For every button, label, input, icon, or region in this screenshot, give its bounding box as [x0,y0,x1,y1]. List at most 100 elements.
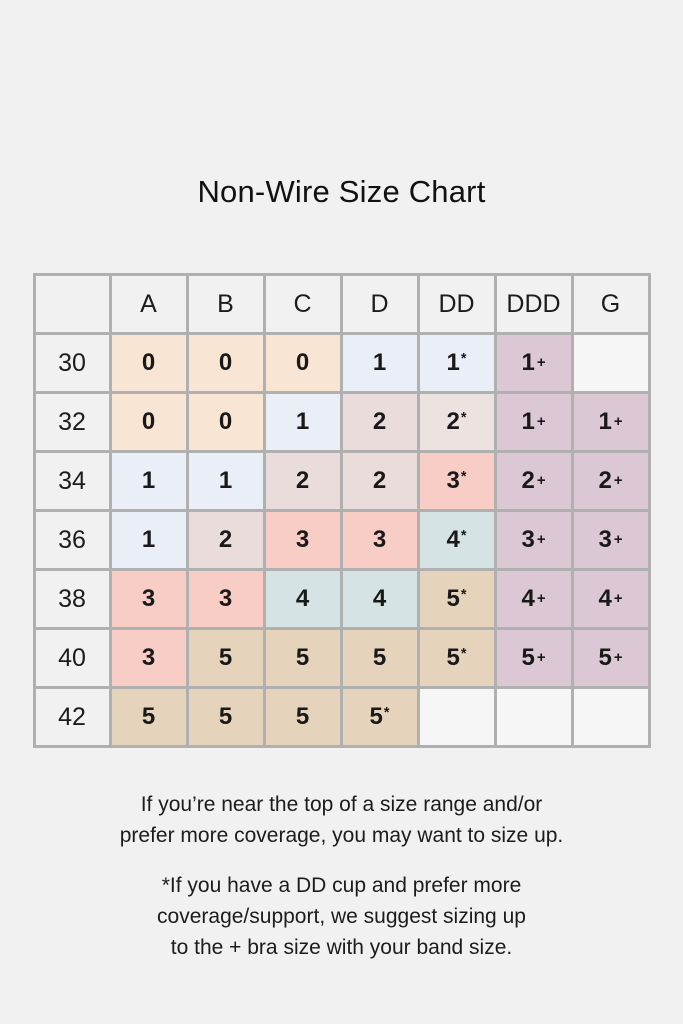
size-value: 1 [218,467,233,494]
size-cell: 2* [416,391,497,453]
size-value: 5 [521,644,535,671]
size-cell: 5 [262,686,343,748]
plus-mark: + [613,650,623,667]
size-cell: 1 [108,509,189,571]
empty-cell [493,686,574,748]
size-value: 2 [446,408,460,435]
table-row-band-36: 36 1 2 3 3 4* 3 +3 + [32,509,651,571]
size-cell: 0 [185,332,266,394]
size-cell: 2 [262,450,343,512]
column-header-ddd: DDD [493,273,574,335]
table-row-band-30: 30 0 0 0 1 1* 1 + [32,332,651,394]
size-value: 5 [446,585,460,612]
size-value: 2 [372,467,387,494]
band-label: 36 [32,509,112,571]
corner-cell [32,273,112,335]
band-label: 30 [32,332,112,394]
size-value: 5 [141,703,156,730]
size-value: 4 [521,585,535,612]
size-value: 1 [521,408,535,435]
plus-mark: + [536,532,546,549]
size-value: 1 [598,408,612,435]
size-value: 2 [372,408,387,435]
size-value: 3 [141,644,156,671]
size-cell: 4 + [570,568,651,630]
size-cell: 4 [262,568,343,630]
size-value: 5 [598,644,612,671]
size-cell: 3 + [570,509,651,571]
size-value: 0 [141,349,156,376]
size-value: 4 [372,585,387,612]
empty-cell [570,332,651,394]
size-value: 5 [218,703,233,730]
size-cell: 3 [108,627,189,689]
size-cell: 3 + [493,509,574,571]
band-label: 42 [32,686,112,748]
asterisk-mark: * [460,350,467,367]
column-header-dd: DD [416,273,497,335]
size-cell: 5 + [570,627,651,689]
plus-mark: + [536,650,546,667]
table-row-band-34: 34 1 1 2 2 3* 2 +2 + [32,450,651,512]
plus-mark: + [613,473,623,490]
size-value: 2 [295,467,310,494]
size-value: 5 [372,644,387,671]
size-cell: 1 [185,450,266,512]
column-header-d: D [339,273,420,335]
size-value: 1 [521,349,535,376]
size-cell: 1 [108,450,189,512]
size-value: 3 [295,526,310,553]
size-cell: 3 [262,509,343,571]
size-cell: 3 [108,568,189,630]
size-chart-table: A B C D DD DDD G 30 0 0 0 1 1* 1 +32 0 0 1 2 2* 1 +1 +34 1 1 2 2 3… [32,273,651,748]
size-value: 4 [446,526,460,553]
asterisk-mark: * [460,586,467,603]
band-label: 40 [32,627,112,689]
size-cell: 1 [339,332,420,394]
size-value: 3 [446,467,460,494]
column-header-g: G [570,273,651,335]
plus-mark: + [536,473,546,490]
size-cell: 2 [185,509,266,571]
size-cell: 4* [416,509,497,571]
size-value: 2 [521,467,535,494]
size-cell: 5 [108,686,189,748]
size-cell: 0 [108,391,189,453]
size-value: 1 [295,408,310,435]
size-cell: 1 [262,391,343,453]
size-value: 4 [598,585,612,612]
asterisk-mark: * [460,409,467,426]
size-value: 4 [295,585,310,612]
size-value: 3 [598,526,612,553]
size-cell: 5 [339,627,420,689]
size-cell: 5* [339,686,420,748]
size-value: 3 [141,585,156,612]
size-cell: 5 [185,627,266,689]
size-value: 3 [521,526,535,553]
column-header-b: B [185,273,266,335]
size-cell: 1 + [493,332,574,394]
band-label: 32 [32,391,112,453]
size-cell: 2 + [493,450,574,512]
size-cell: 5 + [493,627,574,689]
empty-cell [416,686,497,748]
size-cell: 5 [262,627,343,689]
size-cell: 2 [339,450,420,512]
size-cell: 2 [339,391,420,453]
size-cell: 5* [416,568,497,630]
size-cell: 4 + [493,568,574,630]
size-value: 5 [446,644,460,671]
size-value: 5 [295,703,310,730]
size-cell: 1 + [570,391,651,453]
size-cell: 3 [185,568,266,630]
size-value: 3 [218,585,233,612]
table-row-band-40: 40 3 5 5 5 5* 5 +5 + [32,627,651,689]
size-value: 1 [372,349,387,376]
size-cell: 3* [416,450,497,512]
size-cell: 5 [185,686,266,748]
note-sizing-up: If you’re near the top of a size range a… [119,793,564,848]
asterisk-mark: * [460,645,467,662]
table-row-band-42: 42 5 5 5 5* [32,686,651,748]
asterisk-mark: * [460,468,467,485]
